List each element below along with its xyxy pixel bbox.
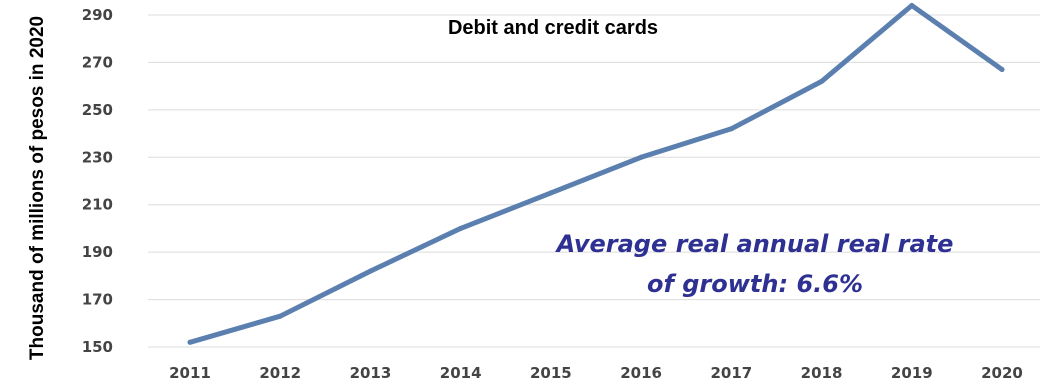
x-tick-label: 2015	[530, 364, 572, 382]
data-point	[367, 268, 373, 274]
x-tick-label: 2011	[169, 364, 211, 382]
y-tick-label: 270	[82, 53, 113, 71]
data-point	[999, 67, 1005, 73]
x-tick-label: 2016	[620, 364, 662, 382]
x-tick-labels: 2011 2012 2013 2014 2015 2016 2017 2018 2019 2020	[169, 364, 1023, 382]
x-tick-label: 2019	[891, 364, 933, 382]
data-point	[909, 3, 915, 9]
growth-annotation-line-1: Average real annual real rate	[555, 230, 954, 258]
y-tick-label: 290	[82, 6, 113, 24]
data-point	[187, 339, 193, 345]
x-tick-label: 2013	[350, 364, 392, 382]
data-point	[638, 154, 644, 160]
x-tick-label: 2014	[440, 364, 482, 382]
data-point	[458, 225, 464, 231]
y-tick-label: 150	[82, 338, 113, 356]
y-axis-label: Thousand of millions of pesos in 2020	[27, 16, 48, 360]
y-tick-label: 210	[82, 196, 113, 214]
chart-title: Debit and credit cards	[448, 17, 658, 39]
growth-annotation-line-2: of growth: 6.6%	[647, 270, 863, 298]
y-tick-label: 230	[82, 148, 113, 166]
series-lines	[187, 3, 1005, 345]
x-tick-label: 2012	[259, 364, 301, 382]
y-tick-label: 250	[82, 101, 113, 119]
y-tick-label: 170	[82, 291, 113, 309]
data-point	[728, 126, 734, 132]
data-point	[277, 313, 283, 319]
x-tick-label: 2017	[710, 364, 752, 382]
gridlines	[148, 14, 1040, 348]
x-tick-label: 2018	[801, 364, 843, 382]
data-point	[819, 78, 825, 84]
series-line	[187, 3, 1005, 345]
y-tick-label: 190	[82, 243, 113, 261]
data-point	[548, 190, 554, 196]
x-tick-label: 2020	[981, 364, 1023, 382]
y-tick-labels: 150 170 190 210 230 250 270 290	[82, 6, 113, 356]
